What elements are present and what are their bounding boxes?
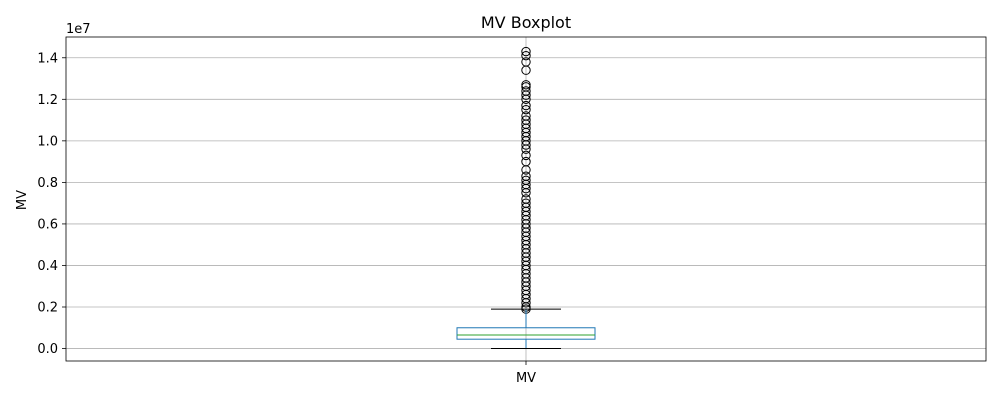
y-tick-label: 0.0 bbox=[37, 342, 58, 357]
y-axis-offset-label: 1e7 bbox=[66, 22, 91, 37]
outlier-points bbox=[521, 46, 531, 314]
y-tick-label: 1.4 bbox=[37, 51, 58, 66]
x-tick-label: MV bbox=[516, 371, 536, 386]
y-tick-label: 1.0 bbox=[37, 134, 58, 149]
box-element bbox=[456, 308, 596, 350]
outlier-point bbox=[521, 175, 531, 186]
outlier-point bbox=[521, 80, 531, 90]
outlier-point bbox=[521, 171, 531, 181]
iqr-box bbox=[456, 327, 596, 340]
plot-frame bbox=[65, 36, 987, 362]
outlier-point bbox=[521, 46, 531, 57]
chart-title: MV Boxplot bbox=[481, 13, 571, 32]
outlier-point bbox=[521, 156, 531, 167]
axes: 0.0 0.2 0.4 0.6 0.8 1.0 1.2 1.4 MV bbox=[37, 36, 987, 386]
outlier-point bbox=[521, 86, 531, 96]
outlier-point bbox=[521, 50, 531, 61]
outlier-point bbox=[521, 194, 531, 204]
y-tick-label: 0.6 bbox=[37, 217, 58, 232]
y-tick-label: 1.2 bbox=[37, 93, 58, 108]
y-tick-label: 0.4 bbox=[37, 259, 58, 274]
outlier-point bbox=[521, 100, 531, 111]
outlier-point bbox=[521, 150, 531, 161]
outlier-point bbox=[521, 198, 531, 208]
outlier-point bbox=[521, 104, 531, 115]
y-tick-label: 0.8 bbox=[37, 176, 58, 191]
outlier-point bbox=[521, 111, 531, 121]
outlier-point bbox=[521, 57, 531, 67]
outlier-point bbox=[521, 115, 531, 125]
y-tick-label: 0.2 bbox=[37, 301, 58, 316]
y-axis-label: MV bbox=[15, 190, 30, 210]
